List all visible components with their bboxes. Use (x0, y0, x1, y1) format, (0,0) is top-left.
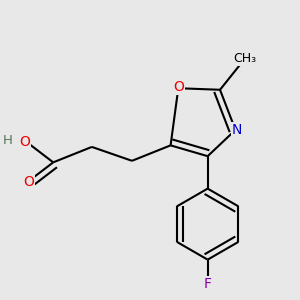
Text: O: O (19, 135, 30, 149)
Text: H: H (3, 134, 13, 147)
Text: N: N (232, 123, 242, 137)
Text: O: O (23, 176, 34, 189)
Text: F: F (204, 278, 212, 291)
Text: O: O (173, 80, 184, 94)
Text: CH₃: CH₃ (233, 52, 256, 65)
